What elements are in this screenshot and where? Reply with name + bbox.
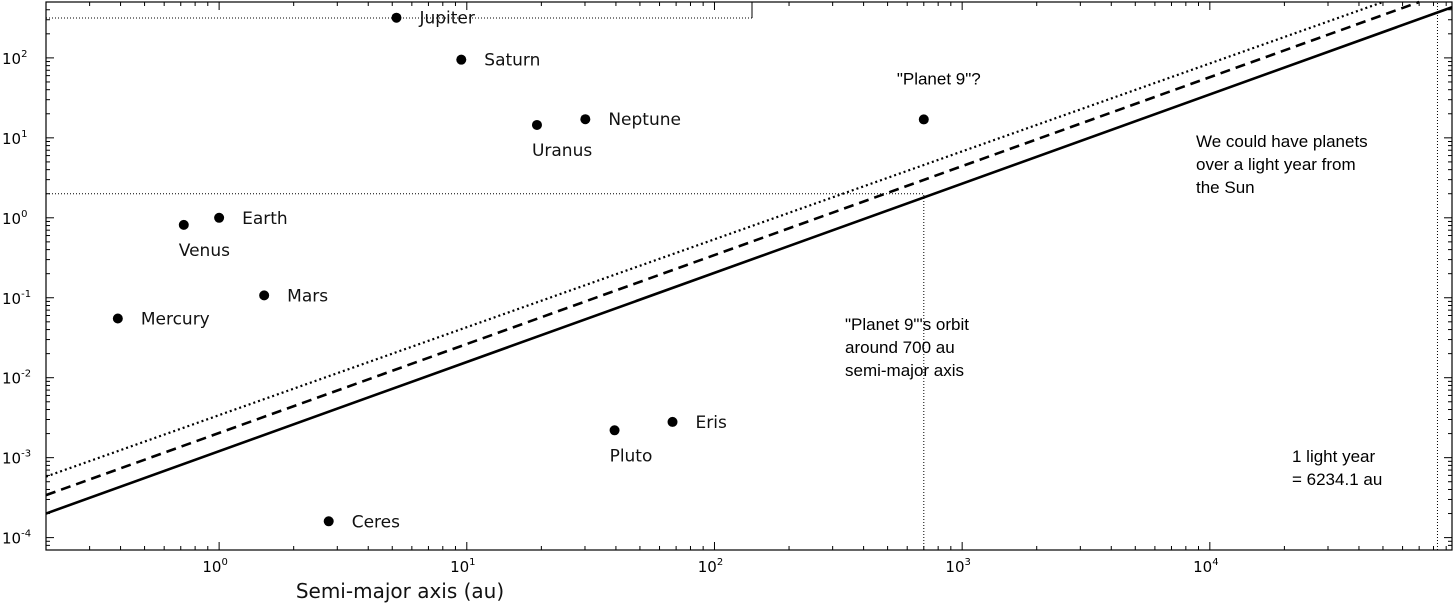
y-tick-label: 10-3 bbox=[2, 449, 31, 468]
point-marker bbox=[323, 516, 334, 527]
trend-line-dotted bbox=[45, 0, 1384, 478]
point-marker bbox=[580, 114, 591, 125]
annotation-text: "Planet 9"'s orbit around 700 au semi-majo… bbox=[845, 315, 969, 380]
point-marker bbox=[667, 416, 678, 427]
x-axis-label: Semi-major axis (au) bbox=[296, 579, 504, 603]
trend-lines bbox=[45, 0, 1453, 515]
annotations: "Planet 9"'s orbit around 700 au semi-majo… bbox=[845, 132, 1382, 489]
point-marker bbox=[259, 290, 270, 301]
trend-line-dashed bbox=[45, 0, 1420, 497]
point-marker bbox=[531, 119, 542, 130]
point-label: Saturn bbox=[484, 51, 540, 71]
y-tick-label: 101 bbox=[2, 129, 27, 148]
point-marker bbox=[456, 54, 467, 65]
axes: 100 101 102 103 104 10-4 10-3 10-2 10-1 100 101 102 bbox=[2, 1, 1453, 576]
point-label: Mars bbox=[287, 286, 328, 306]
y-tick-label: 10-1 bbox=[2, 289, 31, 308]
reference-lines bbox=[46, 2, 1438, 550]
point-label: Earth bbox=[242, 209, 288, 229]
annotation-text: 1 light year = 6234.1 au bbox=[1292, 447, 1382, 489]
point-label: "Planet 9"? bbox=[897, 69, 981, 88]
point-marker bbox=[391, 12, 402, 23]
y-tick-label: 10-4 bbox=[2, 529, 31, 548]
y-tick-label: 100 bbox=[2, 209, 27, 228]
point-marker bbox=[918, 114, 929, 125]
x-tick-label: 104 bbox=[1193, 557, 1218, 576]
data-points bbox=[112, 12, 929, 527]
plot-frame bbox=[45, 1, 1453, 551]
point-label: Ceres bbox=[352, 512, 400, 532]
point-label: Venus bbox=[179, 241, 230, 261]
x-tick-label: 100 bbox=[202, 557, 227, 576]
x-tick-label: 103 bbox=[945, 557, 970, 576]
trend-line-solid bbox=[45, 6, 1453, 515]
y-tick-label: 102 bbox=[2, 49, 27, 68]
annotation-text: We could have planets over a light year f… bbox=[1196, 132, 1368, 197]
point-label: Jupiter bbox=[418, 9, 474, 29]
point-label: Mercury bbox=[141, 310, 210, 330]
point-label: Uranus bbox=[532, 141, 592, 161]
point-marker bbox=[214, 212, 225, 223]
point-marker bbox=[178, 219, 189, 230]
point-labels: Mercury Venus Earth Mars Jupiter Saturn Uranus… bbox=[141, 9, 981, 533]
x-tick-label: 101 bbox=[450, 557, 475, 576]
y-tick-label: 10-2 bbox=[2, 369, 31, 388]
x-tick-label: 102 bbox=[698, 557, 723, 576]
point-label: Pluto bbox=[610, 446, 653, 466]
point-marker bbox=[112, 313, 123, 324]
point-label: Eris bbox=[696, 413, 727, 433]
point-marker bbox=[609, 425, 620, 436]
point-label: Neptune bbox=[608, 110, 681, 130]
